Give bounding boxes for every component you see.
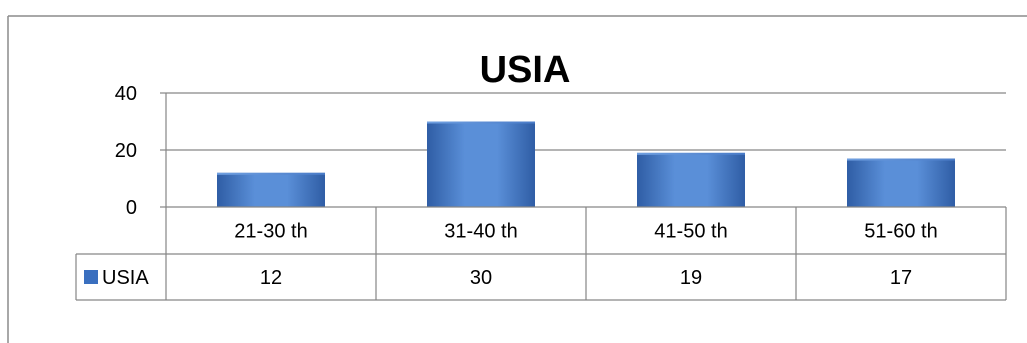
- y-axis-tick-labels: 0 20 40: [115, 83, 137, 219]
- y-tick-label: 0: [126, 197, 137, 219]
- chart-title: USIA: [480, 49, 571, 91]
- y-tick-label: 40: [115, 83, 137, 105]
- category-label: 31-40 th: [444, 221, 517, 243]
- category-label: 41-50 th: [654, 221, 727, 243]
- gridlines: [160, 92, 1006, 208]
- data-label: 17: [890, 267, 912, 289]
- legend-key: [84, 270, 98, 284]
- bar-top-face: [427, 121, 535, 124]
- bar-top-face: [847, 158, 955, 161]
- bar: [847, 158, 955, 207]
- bar: [637, 152, 745, 207]
- category-label: 21-30 th: [234, 221, 307, 243]
- category-label: 51-60 th: [864, 221, 937, 243]
- data-label: 12: [260, 267, 282, 289]
- data-table: 21-30 th 12 31-40 th 30 41-50 th 19 51-60 th 17…: [75, 206, 1007, 301]
- bar: [217, 172, 325, 207]
- y-tick-label: 20: [115, 140, 137, 162]
- data-label: 30: [470, 267, 492, 289]
- legend-series-name: USIA: [102, 267, 149, 289]
- bars: [217, 121, 955, 207]
- data-label: 19: [680, 267, 702, 289]
- bar-top-face: [637, 152, 745, 155]
- bar-top-face: [217, 172, 325, 175]
- bar: [427, 121, 535, 207]
